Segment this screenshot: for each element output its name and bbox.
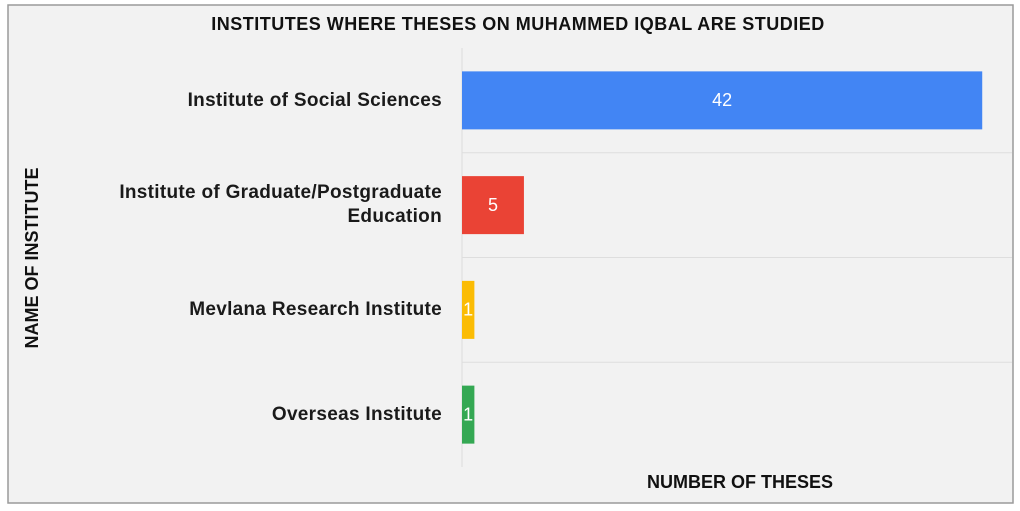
y-axis-label: NAME OF INSTITUTE (22, 168, 42, 349)
bar (462, 280, 475, 339)
data-label: 5 (488, 195, 498, 215)
y-tick-label: Overseas Institute (271, 403, 442, 425)
bar (462, 71, 983, 130)
data-label: 42 (712, 90, 732, 110)
bar (462, 385, 475, 444)
y-tick-label: Mevlana Research Institute (189, 299, 442, 320)
category-label-box: Overseas Institute (271, 403, 442, 425)
data-label: 1 (463, 300, 473, 320)
category-label-box: Institute of Graduate/Postgraduate Educa… (119, 182, 442, 228)
data-label: 1 (463, 404, 473, 424)
x-axis-label: NUMBER OF THESES (647, 472, 833, 492)
category-label-box: Institute of Social Sciences (187, 89, 442, 111)
category-label-box: Mevlana Research Institute (189, 299, 442, 320)
chart-title: INSTITUTES WHERE THESES ON MUHAMMED IQBA… (211, 14, 825, 34)
bar (462, 176, 524, 235)
y-tick-label: Institute of Graduate/Postgraduate Educa… (119, 182, 442, 228)
y-tick-label: Institute of Social Sciences (187, 89, 442, 111)
